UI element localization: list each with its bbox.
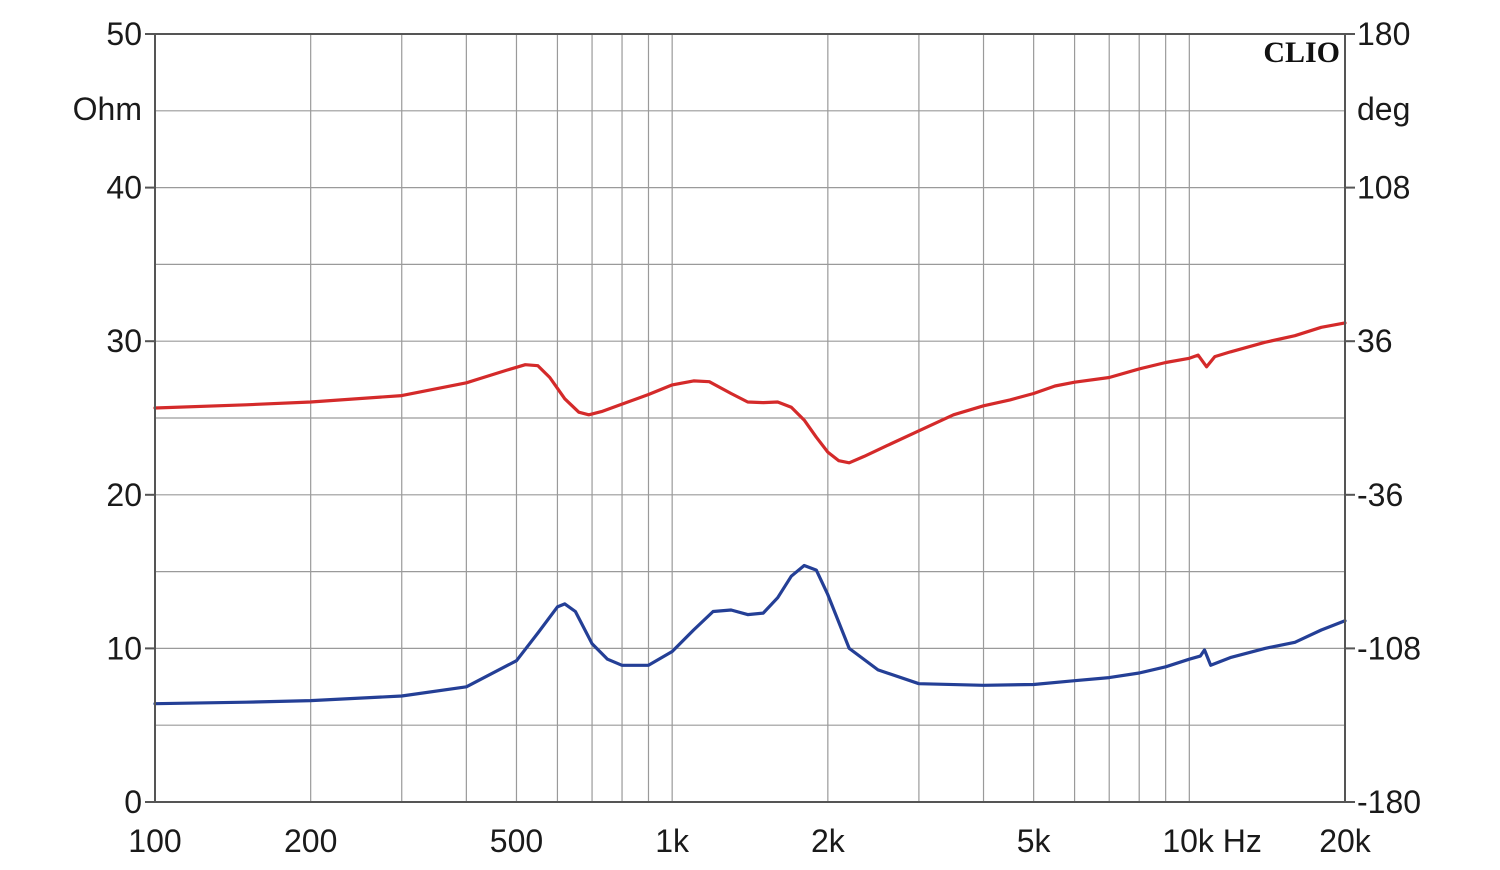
- y-right-unit: deg: [1357, 91, 1410, 127]
- y-left-tick-label: 40: [106, 170, 142, 206]
- y-left-tick-labels: 0 10 20 30 40 50: [106, 16, 142, 820]
- x-tick-label: 10k Hz: [1162, 823, 1262, 859]
- y-left-unit: Ohm: [73, 91, 142, 127]
- x-tick-label: 500: [490, 823, 543, 859]
- y-right-tick-label: -108: [1357, 630, 1421, 666]
- impedance-series-line: [153, 563, 1347, 706]
- series-layer: [153, 321, 1347, 706]
- brand-logo: CLIO: [1263, 36, 1340, 69]
- x-tick-label: 20k: [1319, 823, 1372, 859]
- y-right-tick-label: 108: [1357, 170, 1410, 206]
- y-left-tick-label: 20: [106, 477, 142, 513]
- y-right-tick-labels: -180 -108 -36 36 108 180: [1357, 16, 1421, 820]
- x-tick-labels: 100 200 500 1k 2k 5k 10k Hz 20k: [128, 823, 1371, 859]
- grid: [145, 33, 1355, 803]
- x-tick-label: 2k: [811, 823, 846, 859]
- phase-series-line: [153, 321, 1347, 465]
- y-left-tick-label: 50: [106, 16, 142, 52]
- x-tick-label: 5k: [1017, 823, 1052, 859]
- y-right-tick-label: -36: [1357, 477, 1403, 513]
- y-right-tick-label: 180: [1357, 16, 1410, 52]
- y-right-tick-label: 36: [1357, 323, 1393, 359]
- y-left-tick-label: 10: [106, 630, 142, 666]
- x-tick-label: 200: [284, 823, 337, 859]
- x-tick-label: 1k: [655, 823, 690, 859]
- y-right-tick-label: -180: [1357, 784, 1421, 820]
- x-tick-label: 100: [128, 823, 181, 859]
- y-left-tick-label: 0: [124, 784, 142, 820]
- y-left-tick-label: 30: [106, 323, 142, 359]
- plot-frame: [154, 33, 1346, 803]
